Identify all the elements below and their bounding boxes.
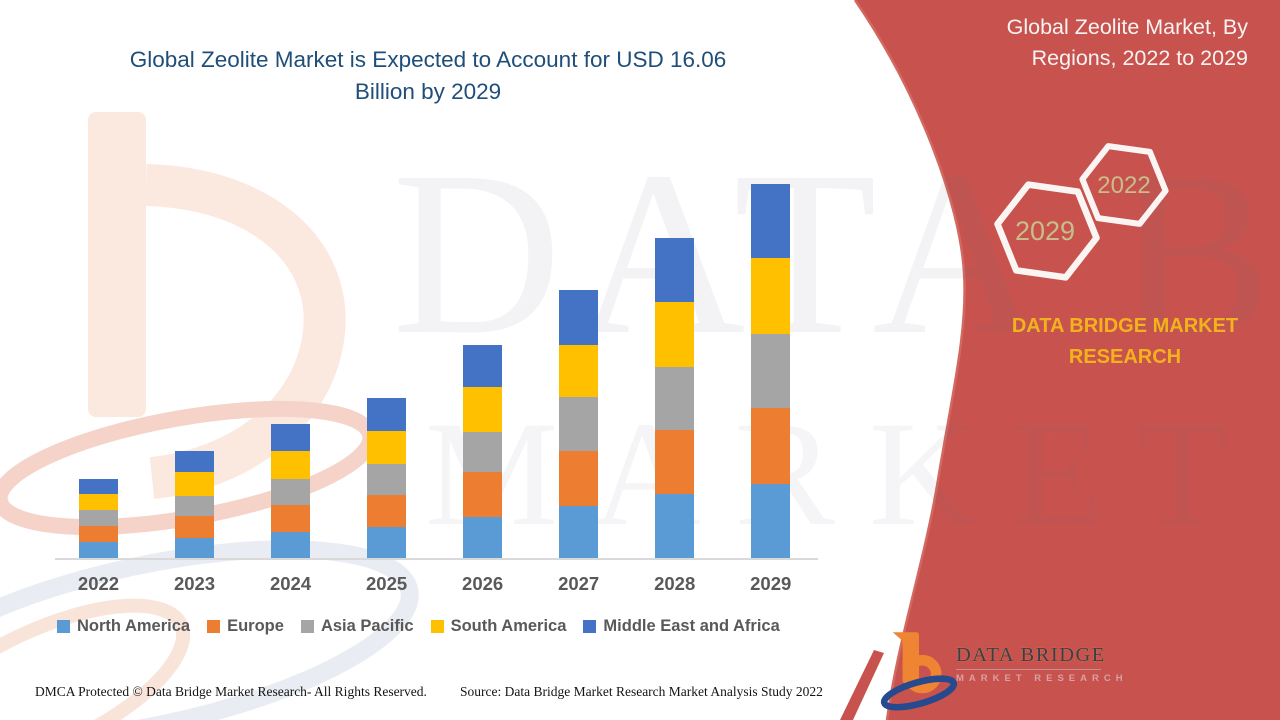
bar-segment <box>559 506 599 559</box>
legend-swatch-icon <box>583 620 597 633</box>
dmca-notice: DMCA Protected © Data Bridge Market Rese… <box>35 684 427 699</box>
databridge-logo-name: DATA BRIDGE <box>956 644 1106 666</box>
legend-label: Asia Pacific <box>320 617 414 635</box>
x-axis-label: 2028 <box>654 573 696 594</box>
bar-segment <box>79 525 118 542</box>
bar-segment <box>79 541 118 559</box>
bar-segment <box>655 493 695 559</box>
databridge-logo-text: DATA BRIDGE MARKET RESEARCH <box>956 644 1128 684</box>
x-axis-label: 2027 <box>558 573 600 594</box>
legend-item: Middle East and Africa <box>583 617 780 636</box>
bar-segment <box>367 495 407 528</box>
x-axis-label: 2025 <box>366 573 408 594</box>
legend-item: Europe <box>207 617 284 636</box>
stacked-bar-2025 <box>367 398 407 559</box>
bar-segment <box>655 430 695 494</box>
bar-segment <box>559 450 599 507</box>
bar-segment <box>367 464 407 496</box>
bar-segment <box>175 538 215 559</box>
stacked-bar-2028 <box>655 238 695 559</box>
bar-segment <box>751 184 791 259</box>
stacked-bar-2029 <box>751 184 791 559</box>
x-axis-label: 2023 <box>173 573 216 594</box>
legend-item: North America <box>57 617 190 636</box>
bar-segment <box>655 238 695 302</box>
x-axis-label: 2024 <box>269 573 312 594</box>
bar-segment <box>751 483 791 559</box>
source-note: Source: Data Bridge Market Research Mark… <box>460 684 823 699</box>
x-axis-label: 2022 <box>77 573 120 594</box>
legend-swatch-icon <box>430 620 444 633</box>
legend-item: Asia Pacific <box>300 617 414 636</box>
bar-segment <box>655 366 695 430</box>
bar-segment <box>559 344 599 397</box>
x-axis-line <box>55 558 818 560</box>
legend-label: Europe <box>227 617 284 635</box>
bar-segment <box>463 516 503 559</box>
logo-divider <box>956 669 1101 670</box>
bar-segment <box>271 505 311 532</box>
bar-segment <box>271 531 311 559</box>
brand-name-line1: DATA BRIDGE MARKET <box>1011 315 1239 337</box>
chart-title-line1: Global Zeolite Market is Expected to Acc… <box>129 47 727 72</box>
bar-segment <box>655 301 695 367</box>
stacked-bar-2023 <box>175 451 215 559</box>
legend-item: South America <box>430 617 567 636</box>
bar-segment <box>751 333 791 408</box>
legend-label: North America <box>77 617 191 635</box>
chart-legend: North America Europe Asia Pacific South Ame… <box>57 617 780 636</box>
legend-label: Middle East and Africa <box>603 617 780 635</box>
panel-title-line2: Regions, 2022 to 2029 <box>1031 46 1248 70</box>
bar-segment <box>367 398 407 431</box>
brand-name: DATA BRIDGE MARKET RESEARCH <box>988 311 1262 373</box>
bar-segment <box>751 258 791 334</box>
legend-swatch-icon <box>57 620 70 633</box>
bar-segment <box>463 387 503 432</box>
bar-segment <box>79 479 118 495</box>
bar-segment <box>463 344 503 388</box>
bar-segment <box>463 472 503 517</box>
databridge-logo-icon <box>880 632 958 711</box>
stacked-bar-2022 <box>79 479 118 559</box>
bar-segment <box>175 472 215 496</box>
panel-title: Global Zeolite Market, By Regions, 2022 … <box>918 12 1248 74</box>
stacked-bar-2024 <box>271 424 311 559</box>
bar-segment <box>79 510 118 526</box>
bar-segment <box>175 495 215 516</box>
legend-swatch-icon <box>207 620 221 633</box>
bar-segment <box>367 430 407 465</box>
bar-segment <box>367 527 407 559</box>
bar-segment <box>559 396 599 451</box>
panel-title-line1: Global Zeolite Market, By <box>1006 15 1248 39</box>
databridge-logo-subtext: MARKET RESEARCH <box>956 673 1128 684</box>
bar-segment <box>463 431 503 473</box>
chart-title-line2: Billion by 2029 <box>354 79 502 104</box>
bar-segment <box>751 407 791 484</box>
chart-title: Global Zeolite Market is Expected to Acc… <box>58 44 798 108</box>
x-axis-label: 2026 <box>462 573 504 594</box>
bar-segment <box>175 451 215 473</box>
stacked-bar-2026 <box>463 344 503 559</box>
bar-segment <box>271 424 311 451</box>
brand-name-line2: RESEARCH <box>1068 346 1182 368</box>
bar-segment <box>559 290 599 345</box>
bar-segment <box>79 494 118 511</box>
stacked-bar-2027 <box>559 290 599 559</box>
bar-segment <box>175 515 215 539</box>
legend-swatch-icon <box>300 620 314 633</box>
bar-segment <box>271 450 311 479</box>
bar-segment <box>271 478 311 506</box>
legend-label: South America <box>450 617 567 635</box>
x-axis-label: 2029 <box>750 573 792 594</box>
databridge-logo: DATA BRIDGE MARKET RESEARCH <box>878 622 1128 714</box>
